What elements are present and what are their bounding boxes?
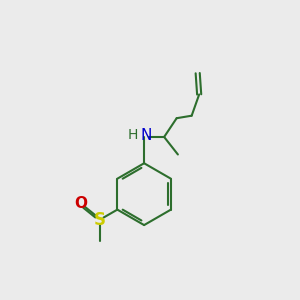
Text: S: S	[94, 211, 106, 229]
Text: N: N	[140, 128, 152, 143]
Text: O: O	[74, 196, 87, 211]
Text: H: H	[128, 128, 138, 142]
